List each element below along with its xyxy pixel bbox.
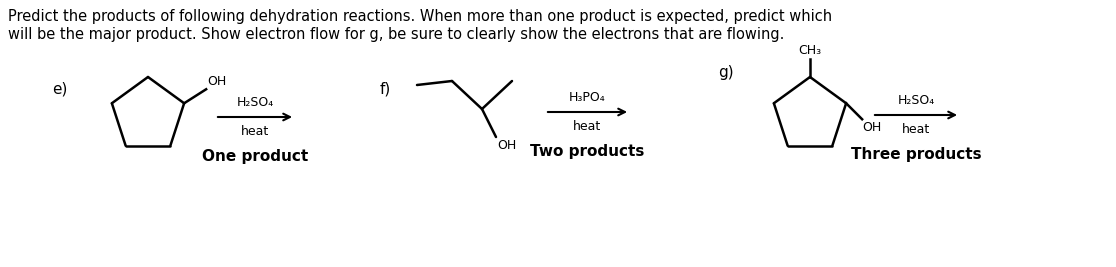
Text: heat: heat	[241, 125, 269, 138]
Text: H₂SO₄: H₂SO₄	[897, 94, 934, 107]
Text: Three products: Three products	[850, 147, 981, 162]
Text: g): g)	[718, 65, 733, 80]
Text: Two products: Two products	[530, 144, 645, 159]
Text: OH: OH	[863, 121, 882, 134]
Text: OH: OH	[497, 139, 517, 152]
Text: heat: heat	[574, 120, 602, 133]
Text: CH₃: CH₃	[798, 44, 821, 57]
Text: H₃PO₄: H₃PO₄	[569, 91, 606, 104]
Text: f): f)	[381, 81, 392, 96]
Text: e): e)	[52, 81, 67, 96]
Text: will be the major product. Show electron flow for g, be sure to clearly show the: will be the major product. Show electron…	[8, 27, 785, 42]
Text: Predict the products of following dehydration reactions. When more than one prod: Predict the products of following dehydr…	[8, 9, 833, 24]
Text: heat: heat	[902, 123, 930, 136]
Text: One product: One product	[202, 149, 308, 164]
Text: OH: OH	[208, 75, 227, 88]
Text: H₂SO₄: H₂SO₄	[237, 96, 273, 109]
